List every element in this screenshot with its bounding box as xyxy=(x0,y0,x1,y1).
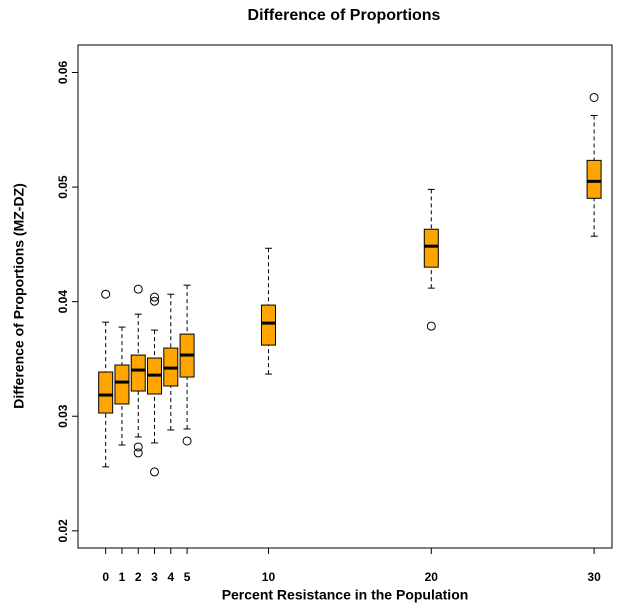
x-tick-label: 1 xyxy=(119,570,126,584)
box xyxy=(130,354,146,392)
plot-frame xyxy=(77,44,613,549)
box xyxy=(260,304,276,346)
y-tick-label: 0.02 xyxy=(56,519,70,543)
outlier xyxy=(589,92,599,102)
outlier xyxy=(150,292,160,302)
box xyxy=(586,159,602,199)
box xyxy=(114,364,130,405)
outlier xyxy=(182,436,192,446)
x-tick-label: 4 xyxy=(167,570,174,584)
y-tick-label: 0.04 xyxy=(56,290,70,314)
x-tick-label: 5 xyxy=(184,570,191,584)
x-tick-label: 3 xyxy=(151,570,158,584)
outlier xyxy=(133,284,143,294)
x-tick-label: 0 xyxy=(102,570,109,584)
y-tick-label: 0.05 xyxy=(56,175,70,199)
x-tick-label: 30 xyxy=(587,570,601,584)
outlier xyxy=(150,296,160,306)
x-tick-label: 2 xyxy=(135,570,142,584)
x-tick-label: 20 xyxy=(425,570,439,584)
x-tick-label: 10 xyxy=(262,570,276,584)
outlier xyxy=(101,289,111,299)
outlier xyxy=(133,448,143,458)
y-axis-label: Difference of Proportions (MZ-DZ) xyxy=(11,183,27,409)
outlier xyxy=(150,467,160,477)
box xyxy=(423,228,439,268)
y-tick-label: 0.06 xyxy=(56,60,70,84)
outlier xyxy=(426,321,436,331)
box xyxy=(98,371,114,414)
y-tick-label: 0.03 xyxy=(56,404,70,428)
outlier xyxy=(133,442,143,452)
x-axis-label: Percent Resistance in the Population xyxy=(222,587,469,603)
chart-title: Difference of Proportions xyxy=(248,7,441,24)
